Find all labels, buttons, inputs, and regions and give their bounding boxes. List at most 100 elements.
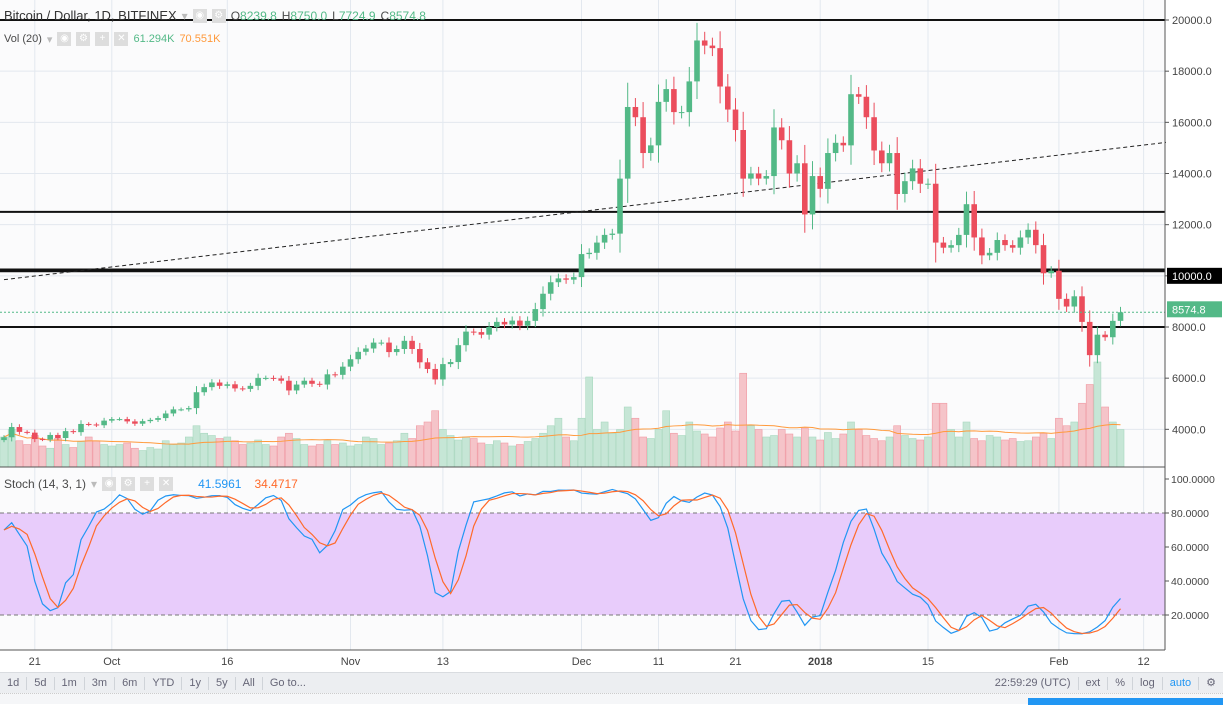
chevron-down-icon[interactable]: ▾ [91, 477, 98, 491]
range-1m-button[interactable]: 1m [55, 676, 85, 690]
candle [963, 191, 970, 248]
candle-body [763, 176, 770, 179]
candle [609, 228, 616, 240]
volume-bar [716, 427, 724, 468]
gear-icon[interactable]: ⚙ [121, 477, 136, 491]
candle-body [432, 368, 438, 380]
candle [879, 141, 885, 173]
volume-bar [385, 442, 393, 468]
plus-icon[interactable]: + [95, 32, 110, 46]
candle [725, 74, 731, 122]
stoch-title[interactable]: Stoch (14, 3, 1) [4, 477, 87, 491]
volume-bar [854, 429, 863, 468]
volume-bar [69, 447, 78, 468]
candle [640, 102, 646, 169]
volume-bar [739, 372, 748, 468]
volume-bar [208, 435, 216, 468]
gear-icon[interactable]: ⚙ [211, 8, 226, 23]
eye-icon[interactable]: ◉ [102, 477, 117, 491]
range-3m-button[interactable]: 3m [85, 676, 116, 690]
volume-bar [500, 442, 509, 468]
candle-body [101, 420, 107, 426]
candle-body [216, 382, 223, 386]
candle-body [401, 340, 408, 350]
candle [132, 419, 138, 426]
volume-title[interactable]: Vol (20) [4, 33, 42, 45]
range-6m-button[interactable]: 6m [115, 676, 146, 690]
candle-body [316, 383, 323, 385]
candle [8, 422, 15, 442]
candle-body [1056, 270, 1062, 299]
settings-gear-icon[interactable]: ⚙ [1206, 676, 1216, 689]
bottom-panel-strip [0, 693, 1223, 705]
volume-bar [215, 438, 224, 468]
volume-bar [15, 440, 24, 468]
ext-toggle[interactable]: ext [1079, 676, 1109, 690]
volume-bar [523, 441, 532, 468]
range-1d-button[interactable]: 1d [0, 676, 28, 690]
plus-icon[interactable]: + [140, 477, 155, 491]
eye-icon[interactable]: ◉ [57, 32, 72, 46]
candle-body [378, 342, 385, 344]
volume-bar [492, 440, 501, 468]
volume-bar [939, 402, 948, 468]
volume-bar [285, 432, 293, 468]
candle [624, 82, 631, 203]
candle [101, 417, 107, 429]
eye-icon[interactable]: ◉ [192, 8, 207, 23]
symbol-title[interactable]: Bitcoin / Dollar, 1D, BITFINEX [4, 8, 177, 23]
volume-bar [192, 425, 201, 468]
volume-bar [654, 429, 663, 468]
candle [255, 373, 261, 391]
auto-toggle[interactable]: auto [1163, 676, 1200, 690]
log-toggle[interactable]: log [1133, 676, 1163, 690]
range-5d-button[interactable]: 5d [27, 676, 55, 690]
volume-bar [700, 433, 709, 468]
volume-bar [54, 438, 62, 468]
candle-body [524, 320, 531, 326]
candle-body [971, 204, 977, 238]
candle-body [363, 348, 369, 352]
candle-body [463, 331, 469, 346]
candle-body [8, 427, 15, 438]
range-1y-button[interactable]: 1y [182, 676, 209, 690]
gear-icon[interactable]: ⚙ [76, 32, 91, 46]
chart-canvas[interactable]: 20000.0 18000.0 16000.0 14000.0 12000.0 8000.… [0, 0, 1223, 672]
candle [886, 144, 893, 172]
clock-timezone[interactable]: 22:59:29 (UTC) [988, 676, 1079, 690]
candle-body [1002, 240, 1008, 246]
candle-body [909, 168, 916, 182]
chevron-down-icon[interactable]: ▾ [46, 33, 53, 46]
range-ytd-button[interactable]: YTD [145, 676, 183, 690]
candle-body [324, 374, 331, 385]
candle-body [802, 163, 808, 215]
candle [355, 347, 361, 364]
volume-bar [800, 427, 809, 468]
range-all-button[interactable]: All [236, 676, 263, 690]
candle-body [601, 234, 608, 243]
candle-body [1117, 312, 1124, 321]
stoch-k-value: 41.5961 [198, 477, 242, 491]
candle-body [778, 127, 785, 141]
candle-body [571, 277, 577, 280]
range-5y-button[interactable]: 5y [209, 676, 236, 690]
volume-bar [1078, 402, 1086, 468]
chevron-down-icon[interactable]: ▾ [181, 8, 188, 23]
volume-bar [354, 444, 363, 468]
close-icon[interactable]: ✕ [114, 32, 129, 46]
panel-button[interactable] [1028, 698, 1223, 705]
candle [178, 407, 184, 412]
percent-toggle[interactable]: % [1108, 676, 1134, 690]
volume-bar [185, 436, 193, 468]
candle-body [609, 233, 616, 235]
candle [386, 337, 392, 358]
candle-body [717, 48, 723, 87]
candle-body [956, 234, 962, 246]
candle-body [1086, 321, 1093, 356]
time-tick-label: Feb [1049, 656, 1068, 668]
goto-button[interactable]: Go to... [269, 676, 306, 689]
candle [147, 417, 154, 424]
candle-body [624, 106, 631, 179]
price-tick-label: 20000.0 [1172, 15, 1212, 27]
close-icon[interactable]: ✕ [159, 477, 174, 491]
